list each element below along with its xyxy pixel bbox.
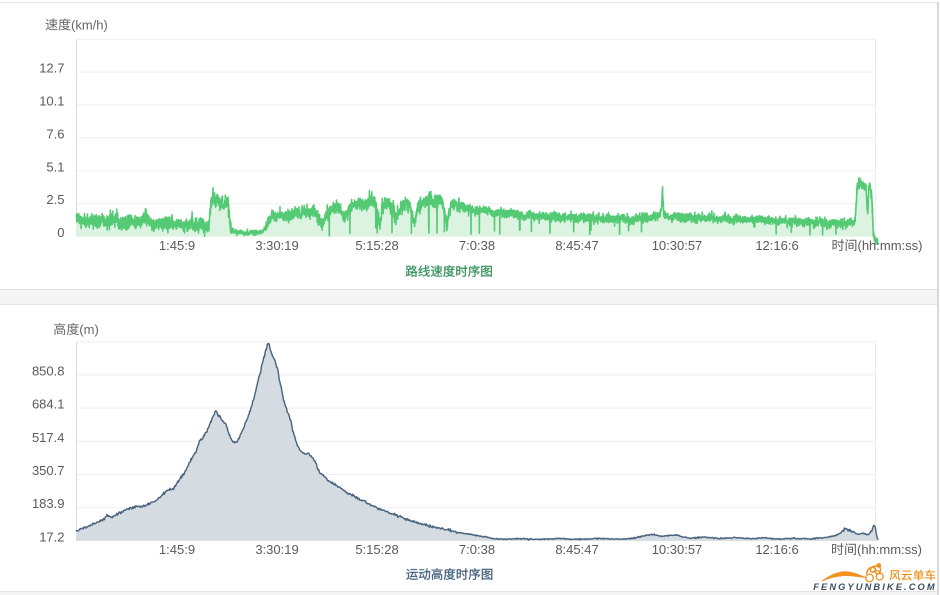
svg-text:0: 0: [57, 225, 64, 240]
svg-text:684.1: 684.1: [32, 397, 65, 412]
svg-text:350.7: 350.7: [32, 463, 65, 478]
svg-text:(hh:mm:ss): (hh:mm:ss): [858, 238, 923, 253]
svg-text:12:16:6: 12:16:6: [755, 542, 798, 557]
svg-text:850.8: 850.8: [32, 363, 65, 378]
svg-text:5:15:28: 5:15:28: [355, 542, 398, 557]
svg-text:10:30:57: 10:30:57: [652, 542, 703, 557]
svg-text:12:16:6: 12:16:6: [755, 238, 798, 253]
svg-text:(m): (m): [79, 322, 99, 337]
svg-text:8:45:47: 8:45:47: [555, 238, 598, 253]
svg-text:517.4: 517.4: [32, 430, 65, 445]
svg-text:7:0:38: 7:0:38: [459, 238, 495, 253]
svg-text:17.2: 17.2: [39, 529, 64, 544]
svg-text:10:30:57: 10:30:57: [652, 238, 703, 253]
svg-text:8:45:47: 8:45:47: [555, 542, 598, 557]
svg-text:10.1: 10.1: [39, 94, 64, 109]
svg-text:1:45:9: 1:45:9: [159, 238, 195, 253]
svg-text:1:45:9: 1:45:9: [159, 542, 195, 557]
svg-text:2.5: 2.5: [46, 192, 64, 207]
svg-text:(hh:mm:ss): (hh:mm:ss): [857, 542, 922, 557]
svg-text:5.1: 5.1: [46, 159, 64, 174]
svg-text:3:30:19: 3:30:19: [255, 542, 298, 557]
svg-text:FENGYUNBIKE.COM: FENGYUNBIKE.COM: [813, 582, 936, 592]
svg-text:5:15:28: 5:15:28: [355, 238, 398, 253]
svg-text:12.7: 12.7: [39, 61, 64, 76]
svg-text:183.9: 183.9: [32, 496, 65, 511]
svg-text:7.6: 7.6: [46, 126, 64, 141]
svg-text:(km/h): (km/h): [71, 17, 108, 32]
svg-text:7:0:38: 7:0:38: [459, 542, 495, 557]
svg-text:3:30:19: 3:30:19: [255, 238, 298, 253]
